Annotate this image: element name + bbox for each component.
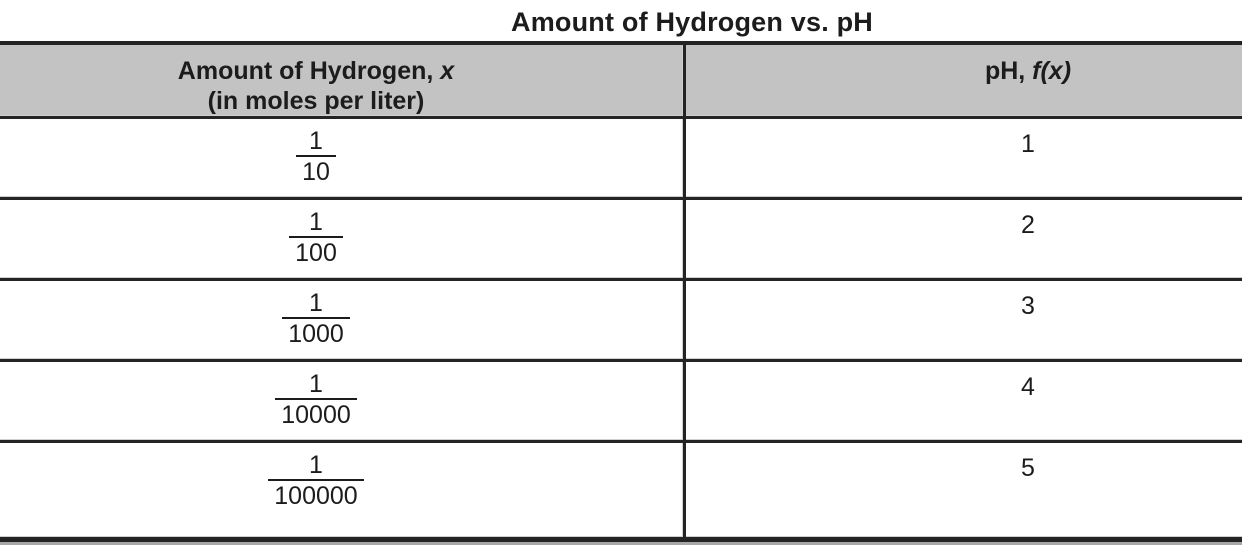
fraction-denominator: 100000 bbox=[274, 482, 358, 510]
fraction-numerator: 1 bbox=[309, 289, 323, 317]
fraction-numerator: 1 bbox=[309, 127, 323, 155]
fraction: 1 10000 bbox=[275, 371, 357, 428]
fraction-denominator: 10000 bbox=[281, 401, 351, 429]
fraction: 1 100 bbox=[289, 209, 343, 266]
fraction-denominator: 10 bbox=[302, 158, 330, 186]
fraction-numerator: 1 bbox=[309, 370, 323, 398]
ph-value: 5 bbox=[1021, 454, 1035, 482]
hydrogen-cell: 1 10 bbox=[0, 119, 683, 197]
table-row: 1 10 1 bbox=[0, 116, 1242, 197]
fraction: 1 1000 bbox=[282, 290, 350, 347]
fraction-denominator: 1000 bbox=[288, 320, 344, 348]
ph-cell: 4 bbox=[683, 362, 1242, 440]
ph-cell: 3 bbox=[683, 281, 1242, 359]
hydrogen-cell: 1 100 bbox=[0, 200, 683, 278]
fraction-denominator: 100 bbox=[295, 239, 337, 267]
fraction: 1 10 bbox=[296, 128, 336, 185]
header-hydrogen-line1: Amount of Hydrogen, x bbox=[0, 56, 682, 86]
table-row: 1 100 2 bbox=[0, 197, 1242, 278]
ph-cell: 1 bbox=[683, 119, 1242, 197]
fraction-bar bbox=[296, 155, 336, 157]
ph-value: 2 bbox=[1021, 211, 1035, 239]
table-row: 1 10000 4 bbox=[0, 359, 1242, 440]
fraction-numerator: 1 bbox=[309, 451, 323, 479]
ph-value: 4 bbox=[1021, 373, 1035, 401]
header-cell-hydrogen: Amount of Hydrogen, x (in moles per lite… bbox=[0, 45, 683, 116]
ph-cell: 2 bbox=[683, 200, 1242, 278]
header-hydrogen-line2: (in moles per liter) bbox=[207, 87, 425, 115]
table-header-row: Amount of Hydrogen, x (in moles per lite… bbox=[0, 45, 1242, 116]
ph-cell: 5 bbox=[683, 443, 1242, 537]
hydrogen-cell: 1 100000 bbox=[0, 443, 683, 537]
page-title: Amount of Hydrogen vs. pH bbox=[511, 7, 873, 37]
header-ph-function: f(x) bbox=[1032, 57, 1072, 85]
hydrogen-cell: 1 1000 bbox=[0, 281, 683, 359]
header-hydrogen-text: Amount of Hydrogen, bbox=[177, 57, 441, 85]
fraction-bar bbox=[268, 479, 364, 481]
fraction-numerator: 1 bbox=[309, 208, 323, 236]
hydrogen-ph-table: Amount of Hydrogen, x (in moles per lite… bbox=[0, 41, 1242, 542]
fraction-bar bbox=[275, 398, 357, 400]
ph-value: 1 bbox=[1021, 130, 1035, 158]
hydrogen-cell: 1 10000 bbox=[0, 362, 683, 440]
header-cell-ph: pH, f(x) bbox=[683, 45, 1242, 116]
fraction: 1 100000 bbox=[268, 451, 364, 510]
fraction-bar bbox=[289, 236, 343, 238]
table-row: 1 1000 3 bbox=[0, 278, 1242, 359]
header-ph-text: pH, bbox=[984, 57, 1033, 85]
fraction-bar bbox=[282, 317, 350, 319]
table-row: 1 100000 5 bbox=[0, 440, 1242, 537]
header-hydrogen-variable: x bbox=[440, 57, 455, 85]
ph-value: 3 bbox=[1021, 292, 1035, 320]
